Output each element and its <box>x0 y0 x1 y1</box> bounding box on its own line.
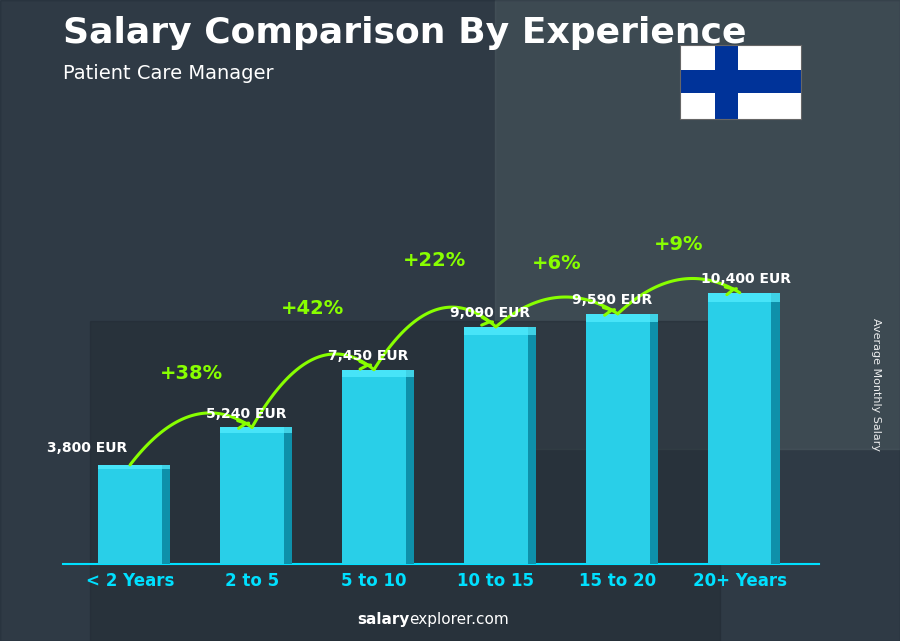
Text: 5,240 EUR: 5,240 EUR <box>206 407 286 420</box>
Bar <box>220 428 284 564</box>
Text: +6%: +6% <box>532 254 581 272</box>
Bar <box>342 370 406 564</box>
Text: Salary Comparison By Experience: Salary Comparison By Experience <box>63 16 746 50</box>
Bar <box>586 314 650 564</box>
Bar <box>162 465 170 564</box>
Text: +38%: +38% <box>159 365 222 383</box>
Text: 10,400 EUR: 10,400 EUR <box>701 272 791 286</box>
Text: +9%: +9% <box>654 235 704 254</box>
Text: explorer.com: explorer.com <box>410 612 509 627</box>
Bar <box>220 428 292 433</box>
Bar <box>98 465 170 469</box>
Bar <box>680 71 801 93</box>
Bar <box>464 327 536 335</box>
Text: salary: salary <box>357 612 410 627</box>
Bar <box>342 370 414 377</box>
Bar <box>464 327 527 564</box>
Bar <box>90 320 720 641</box>
Bar <box>650 314 658 564</box>
Bar <box>284 428 292 564</box>
Text: Patient Care Manager: Patient Care Manager <box>63 64 274 83</box>
Text: +22%: +22% <box>403 251 466 270</box>
Bar <box>495 0 900 449</box>
Bar <box>406 370 414 564</box>
Text: 9,590 EUR: 9,590 EUR <box>572 294 652 307</box>
Text: Average Monthly Salary: Average Monthly Salary <box>871 318 881 451</box>
Bar <box>708 293 780 301</box>
Text: 7,450 EUR: 7,450 EUR <box>328 349 408 363</box>
Text: 9,090 EUR: 9,090 EUR <box>450 306 530 320</box>
Bar <box>715 45 738 119</box>
Text: +42%: +42% <box>282 299 345 318</box>
Bar <box>98 465 162 564</box>
Bar <box>708 293 771 564</box>
Text: 3,800 EUR: 3,800 EUR <box>48 441 128 455</box>
Bar <box>586 314 658 322</box>
Bar <box>527 327 536 564</box>
Bar <box>771 293 780 564</box>
